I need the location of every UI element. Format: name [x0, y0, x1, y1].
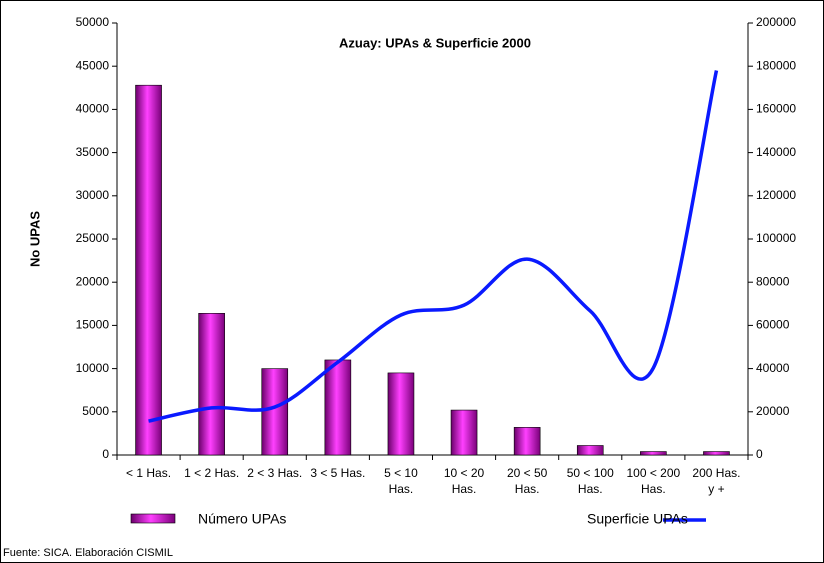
series-line: [148, 70, 719, 423]
x-tick-label: 50 < 100 Has.: [566, 466, 614, 496]
legend-label: Superficie UPAs: [587, 511, 688, 527]
chart-title: Azuay: UPAs & Superficie 2000: [339, 35, 531, 50]
source-note: Fuente: SICA. Elaboración CISMIL: [3, 547, 173, 559]
bar: [198, 313, 225, 456]
bar: [450, 409, 478, 456]
y2-tick-label: 200000: [756, 15, 796, 29]
y-tick-label: 10000: [76, 361, 110, 375]
y-axis-title: No UPAS: [27, 211, 42, 267]
bar: [513, 427, 541, 456]
bar: [135, 84, 162, 456]
y-tick-label: 15000: [76, 318, 110, 332]
y-tick-label: 45000: [76, 58, 110, 72]
y-tick-label: 5000: [82, 404, 109, 418]
y-tick-label: 20000: [76, 274, 110, 288]
bar: [261, 368, 289, 456]
y2-tick-label: 80000: [756, 274, 790, 288]
y2-tick-label: 180000: [756, 58, 796, 72]
x-tick-label: 10 < 20 Has.: [443, 466, 485, 496]
y2-tick-label: 160000: [756, 102, 796, 116]
bar: [576, 445, 604, 456]
x-tick-label: 5 < 10 Has.: [384, 466, 418, 496]
x-tick-label: 20 < 50 Has.: [506, 466, 548, 496]
legend-swatch: [130, 513, 176, 524]
y2-tick-label: 20000: [756, 404, 790, 418]
x-tick-label: 1 < 2 Has.: [184, 466, 240, 480]
x-tick-label: 100 < 200 Has.: [626, 466, 681, 496]
y-tick-label: 50000: [76, 15, 110, 29]
legend-label: Número UPAs: [198, 511, 286, 527]
y-tick-label: 35000: [76, 145, 110, 159]
y2-tick-label: 100000: [756, 231, 796, 245]
y-tick-label: 40000: [76, 102, 110, 116]
y-tick-label: 25000: [76, 231, 110, 245]
bar: [640, 451, 667, 456]
y2-tick-label: 40000: [756, 361, 790, 375]
bar: [324, 359, 352, 456]
bar: [703, 451, 730, 456]
x-tick-label: 2 < 3 Has.: [247, 466, 303, 480]
y2-tick-label: 0: [756, 447, 763, 461]
y-tick-label: 0: [102, 447, 109, 461]
x-tick-label: < 1 Has.: [126, 466, 172, 480]
x-tick-label: 200 Has. y +: [692, 466, 741, 496]
x-tick-label: 3 < 5 Has.: [310, 466, 366, 480]
y2-tick-label: 140000: [756, 145, 796, 159]
y2-tick-label: 60000: [756, 318, 790, 332]
bar: [387, 372, 415, 456]
y-tick-label: 30000: [76, 188, 110, 202]
y2-tick-label: 120000: [756, 188, 796, 202]
